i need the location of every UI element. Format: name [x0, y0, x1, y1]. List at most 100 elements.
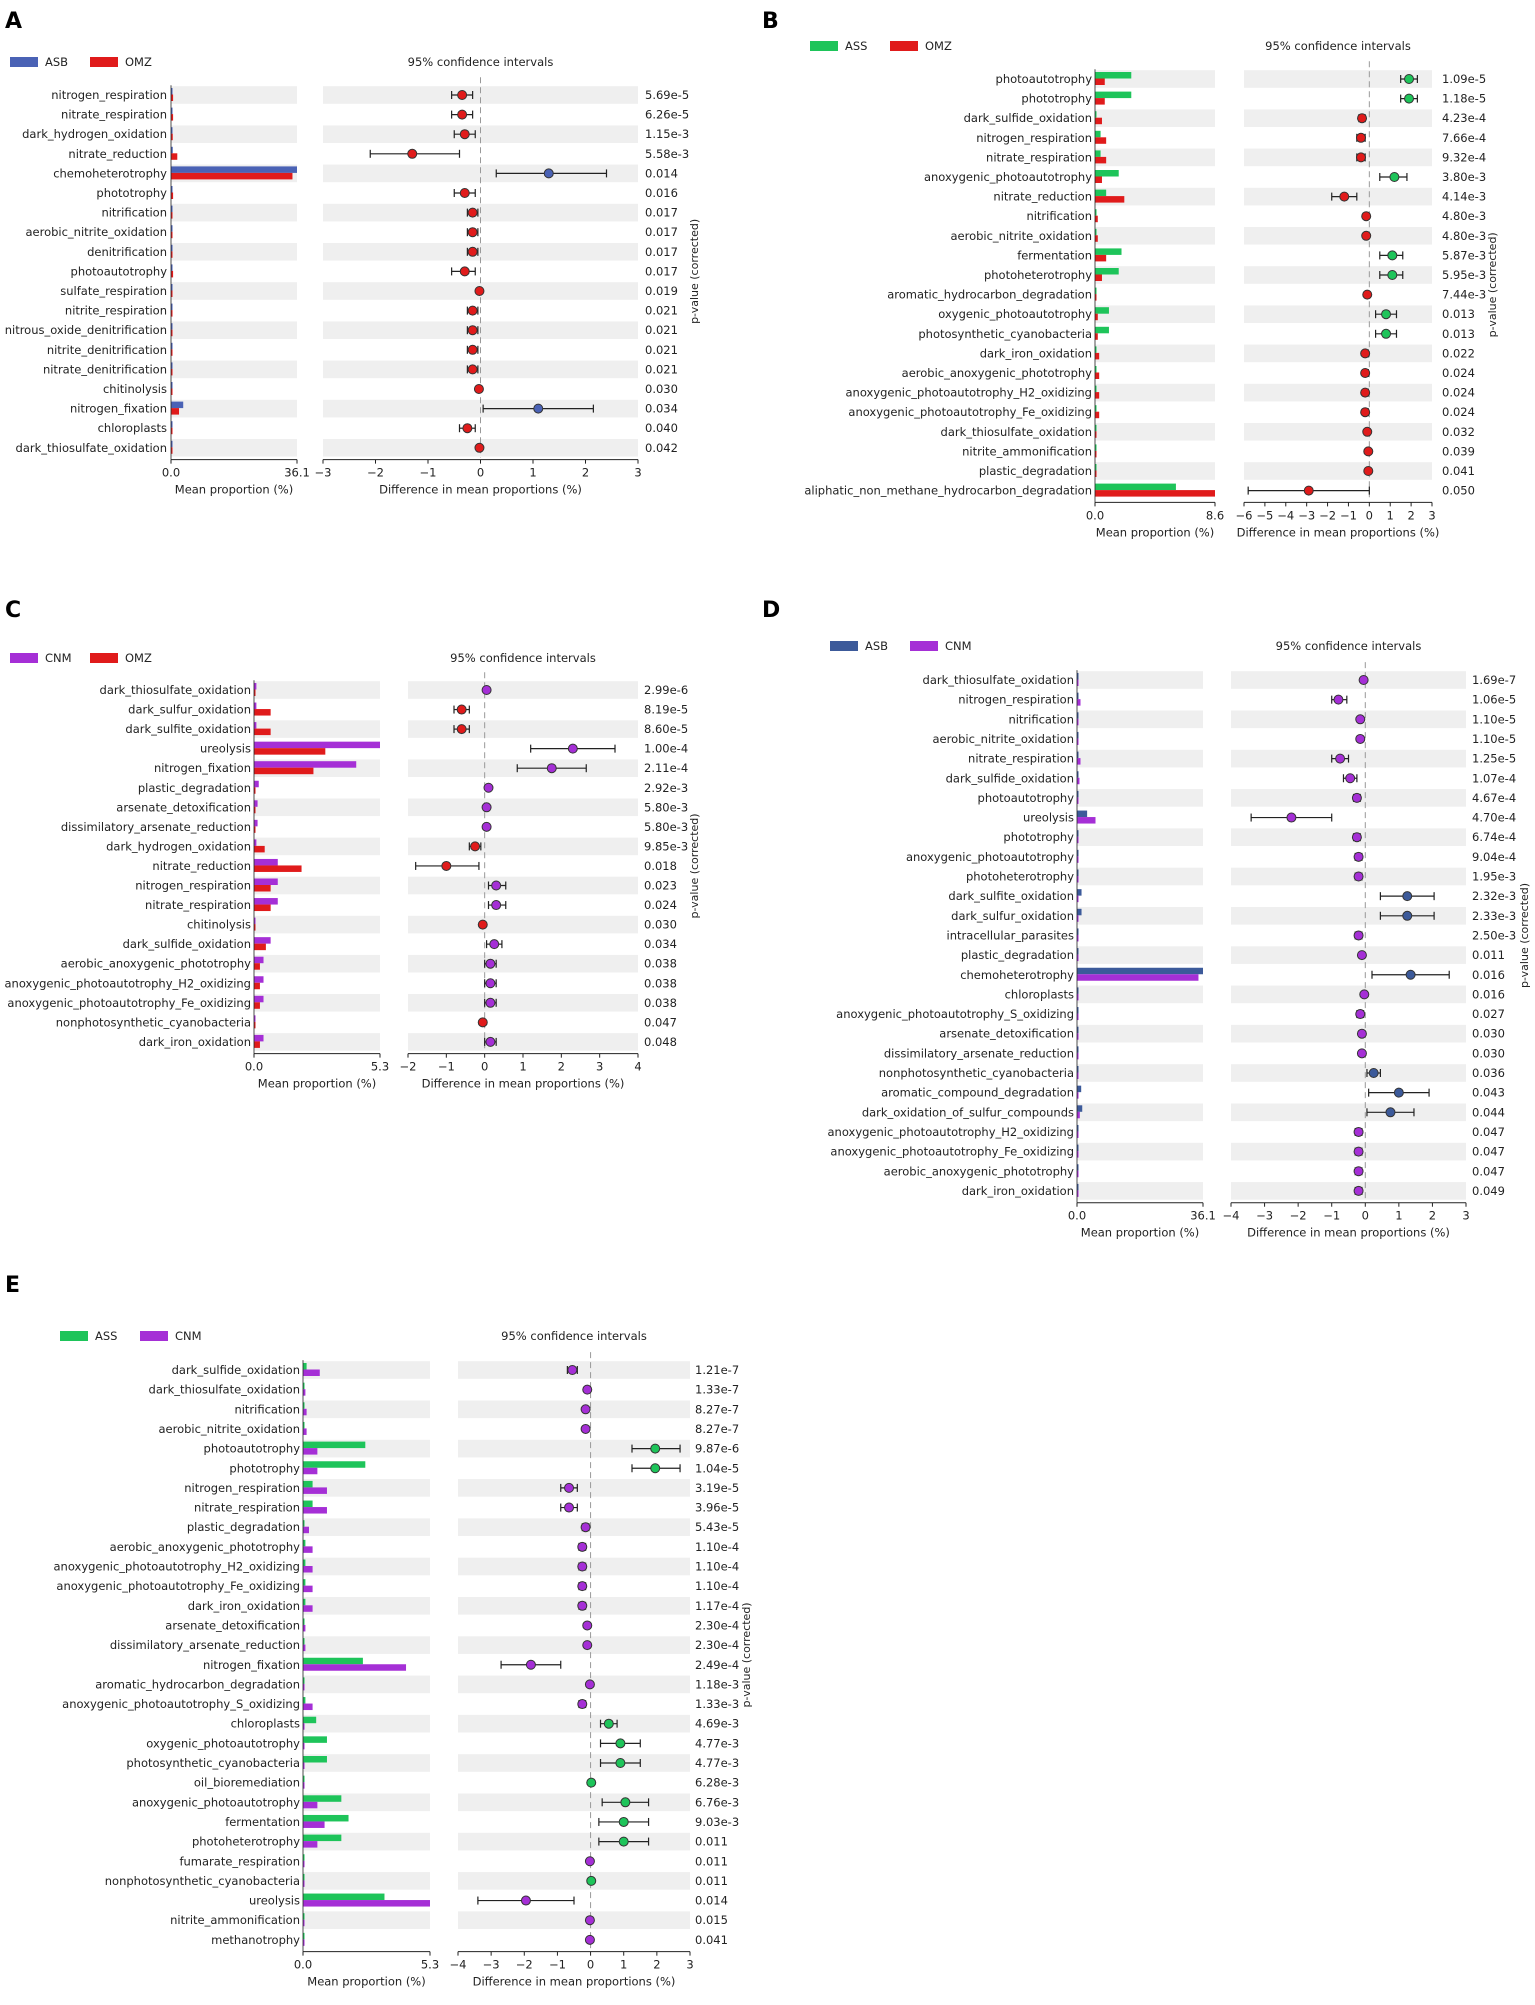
row-label: anoxygenic_photoautotrophy_Fe_oxidizing — [7, 996, 251, 1010]
row-band-bar — [1077, 789, 1203, 807]
data-row: phototrophy 1.18e-5 — [1021, 91, 1486, 106]
data-row: chloroplasts 0.040 — [98, 421, 678, 435]
p-value: 1.10e-4 — [695, 1579, 739, 1593]
p-value: 9.04e-4 — [1472, 850, 1516, 864]
row-band-ci — [1244, 148, 1432, 167]
ci-point — [1351, 792, 1362, 803]
row-label: chemoheterotrophy — [53, 166, 167, 180]
p-value: 0.024 — [644, 898, 677, 912]
bar-asb — [1077, 908, 1082, 916]
ci-point — [1404, 74, 1415, 84]
data-row: dark_sulfide_oxidation 1.07e-4 — [946, 771, 1516, 785]
p-value: 9.87e-6 — [695, 1442, 739, 1456]
bar-asb — [171, 382, 173, 389]
bar-ass — [1095, 424, 1097, 432]
row-label: anoxygenic_photoautotrophy — [906, 850, 1074, 864]
row-label: photoheterotrophy — [984, 268, 1092, 282]
legend-label-ass: ASS — [95, 1329, 117, 1343]
legend-swatch-asb — [10, 57, 38, 67]
p-value: 0.021 — [645, 323, 678, 337]
diff-axis-tick-label: −2 — [1319, 508, 1336, 522]
row-band-bar — [1077, 749, 1203, 768]
diff-axis-tick-label: −2 — [1290, 1209, 1307, 1223]
data-row: dark_thiosulfate_oxidation 1.33e-7 — [149, 1382, 739, 1397]
row-label: nitrate_denitrification — [43, 362, 167, 376]
ci-point — [459, 188, 470, 198]
p-value: 0.027 — [1472, 1007, 1505, 1021]
row-band-ci — [408, 994, 638, 1012]
bar-cnm — [254, 702, 257, 710]
row-label: nitrite_denitrification — [47, 343, 167, 357]
row-label: phototrophy — [96, 186, 167, 200]
ci-point — [481, 802, 492, 813]
bar-asb — [1077, 1105, 1083, 1112]
bar-cnm — [303, 1939, 305, 1946]
p-value: 1.09e-5 — [1442, 72, 1486, 86]
p-value: 1.15e-3 — [645, 127, 689, 141]
panel-letter: D — [762, 598, 780, 623]
ci-point — [1360, 387, 1371, 398]
ci-point — [457, 90, 468, 100]
data-row: arsenate_detoxification 0.030 — [939, 1026, 1505, 1041]
ci-point — [1353, 1146, 1364, 1157]
bar-asb — [171, 205, 173, 213]
bar-omz — [254, 689, 256, 696]
ci-point — [1361, 211, 1372, 222]
p-value: 2.32e-3 — [1472, 889, 1516, 903]
ci-point — [1358, 675, 1369, 685]
bar-cnm — [1077, 679, 1079, 686]
data-row: dark_iron_oxidation 0.048 — [139, 1034, 677, 1049]
row-band-bar — [1095, 266, 1215, 284]
row-band-ci — [1231, 789, 1466, 807]
p-value: 2.50e-3 — [1472, 928, 1516, 942]
p-value: 0.044 — [1472, 1105, 1505, 1119]
p-value: 6.74e-4 — [1472, 830, 1516, 844]
row-label: aerobic_nitrite_oxidation — [932, 732, 1074, 746]
row-band-ci — [458, 1439, 690, 1458]
data-row: fumarate_respiration 0.011 — [179, 1854, 728, 1868]
row-label: plastic_degradation — [138, 781, 251, 795]
bar-cnm — [303, 1369, 320, 1376]
bar-cnm — [303, 1782, 305, 1789]
row-band-bar — [1077, 906, 1203, 925]
bar-omz — [254, 709, 271, 716]
diff-axis-tick-label: 3 — [1428, 508, 1435, 522]
ci-point — [467, 344, 478, 355]
data-row: nitrification 0.017 — [101, 205, 678, 220]
p-value: 8.27e-7 — [695, 1422, 739, 1436]
bar-ass — [303, 1854, 305, 1861]
bar-asb — [1077, 731, 1079, 739]
bar-asb — [1077, 1066, 1079, 1073]
bar-ass — [303, 1638, 305, 1645]
ci-point — [474, 442, 485, 453]
row-label: aromatic_hydrocarbon_degradation — [95, 1677, 300, 1691]
ci-point — [1405, 969, 1416, 980]
ci-point — [485, 1036, 496, 1047]
p-value: 0.013 — [1442, 307, 1475, 321]
bar-asb — [171, 421, 173, 428]
data-row: oil_bioremediation 6.28e-3 — [194, 1775, 739, 1790]
row-label: chitinolysis — [187, 918, 251, 932]
p-value: 7.66e-4 — [1442, 131, 1486, 145]
p-value: 0.016 — [645, 186, 678, 200]
row-band-ci — [1231, 671, 1466, 689]
ci-point — [1360, 348, 1371, 359]
data-row: ureolysis 4.70e-4 — [1023, 810, 1516, 825]
row-label: fermentation — [225, 1815, 300, 1829]
bar-cnm — [254, 937, 271, 944]
ci-point — [586, 1777, 597, 1788]
ci-point — [1303, 485, 1314, 496]
row-band-ci — [458, 1557, 690, 1576]
ci-point — [1362, 426, 1373, 437]
row-band-ci — [408, 720, 638, 738]
p-value: 0.024 — [1442, 386, 1475, 400]
data-row: dark_iron_oxidation 0.022 — [980, 346, 1475, 360]
row-label: nitrate_respiration — [194, 1501, 300, 1515]
row-band-bar — [254, 837, 380, 856]
ci-point — [441, 860, 452, 871]
data-row: nitrate_reduction 4.14e-3 — [993, 189, 1486, 204]
ci-point — [1360, 368, 1371, 378]
bar-cnm — [303, 1605, 313, 1612]
row-label: ureolysis — [1023, 811, 1074, 825]
row-band-ci — [408, 876, 638, 895]
